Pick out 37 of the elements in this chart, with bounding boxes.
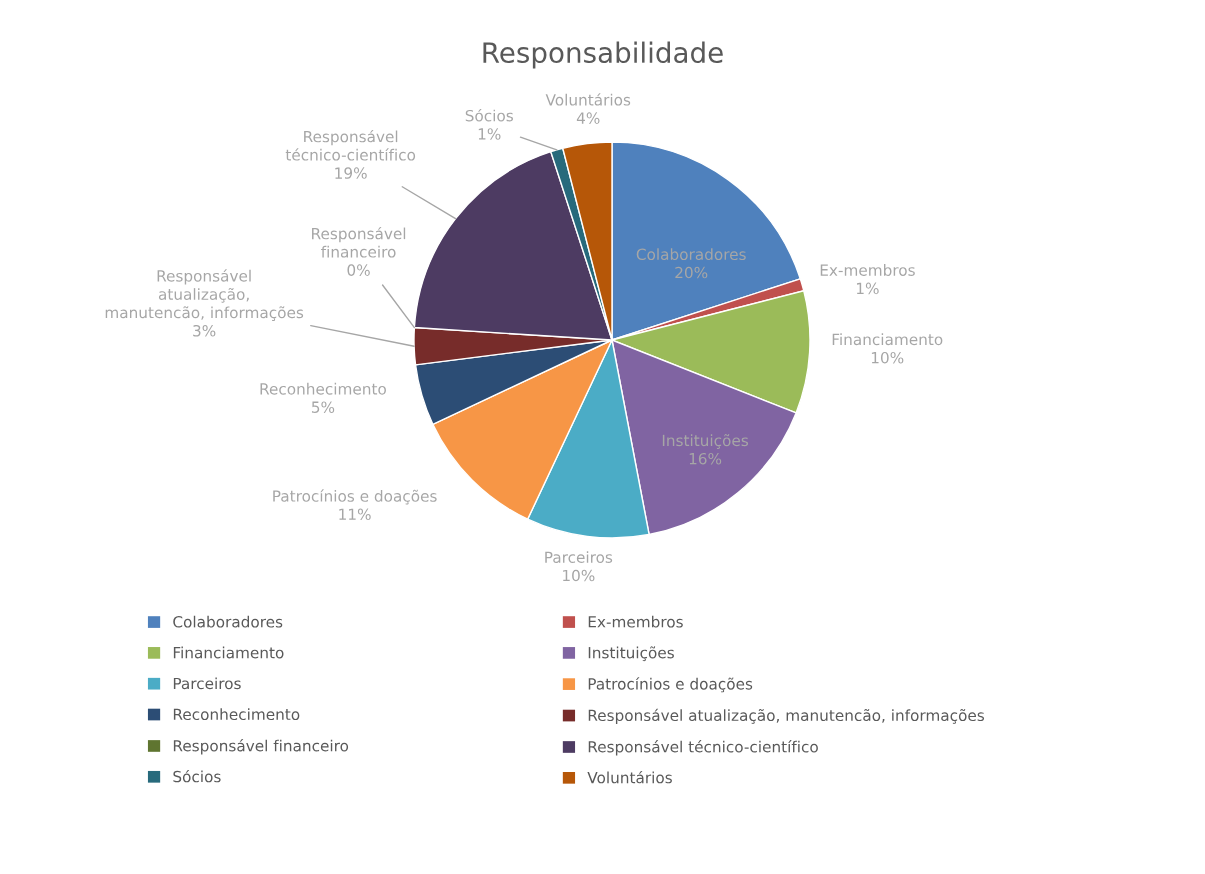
- data-label: 5%: [311, 401, 335, 413]
- data-label: 20%: [675, 266, 708, 279]
- slice-label: Responsável atualização, manutencão, informações: [105, 269, 304, 321]
- data-label: 10%: [871, 351, 904, 364]
- chart-title: Responsabilidade: [483, 41, 723, 69]
- data-label: 11%: [339, 508, 371, 521]
- text: 0%: [347, 264, 370, 276]
- legend-label: Responsável técnico-científico: [588, 740, 818, 756]
- legend-label: Sócios: [173, 769, 221, 783]
- category-label: Responsável financeiro: [312, 226, 406, 258]
- legend-label: Instituições: [588, 646, 674, 662]
- data-label: 3%: [193, 324, 216, 337]
- data-label: 10%: [563, 569, 595, 582]
- legend-label: Reconhecimento: [173, 708, 300, 721]
- slice-label: Voluntários: [545, 93, 631, 106]
- slice-label: Colaboradores: [636, 248, 746, 261]
- data-label: 1%: [856, 282, 879, 295]
- legend-label: Parceiros: [173, 677, 241, 690]
- slice-label: Responsável técnico-científico: [285, 129, 416, 161]
- slice-label: Sócios: [465, 109, 513, 122]
- slice-label: Instituições: [662, 434, 749, 449]
- legend-label: Responsável financeiro: [173, 739, 349, 755]
- legend-label: Financiamento: [173, 646, 284, 659]
- data-label: 19%: [335, 167, 367, 179]
- slice-label: Ex-membros: [820, 264, 915, 276]
- data-label: 4%: [576, 112, 600, 124]
- legend-label: Voluntários: [587, 770, 672, 784]
- legend-label: Ex-membros: [588, 615, 683, 628]
- slice-label: Financiamento: [832, 333, 943, 346]
- legend-label: Patrocínios e doações: [588, 677, 753, 693]
- slice-label: Reconhecimento: [260, 382, 386, 395]
- legend-label: Colaboradores: [173, 615, 283, 628]
- data-label: 16%: [689, 452, 722, 465]
- slice-label: Patrocínios e doações: [273, 489, 437, 505]
- legend-label: Responsável atualização, manutencão, informações: [588, 708, 985, 725]
- slice-label: Parceiros: [545, 551, 613, 563]
- data-label: 1%: [478, 128, 501, 140]
